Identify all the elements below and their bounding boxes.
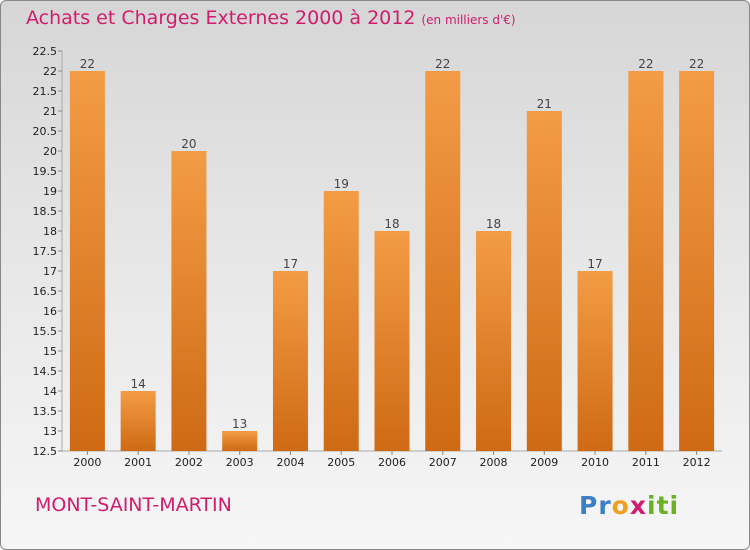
- y-tick-label: 22: [43, 65, 57, 78]
- y-tick-label: 21.5: [33, 85, 58, 98]
- bar-2009: [526, 111, 562, 451]
- x-tick-label: 2011: [632, 456, 660, 469]
- bar-value-label: 21: [537, 97, 552, 111]
- title-text: Achats et Charges Externes 2000 à 2012: [26, 7, 416, 29]
- x-tick-label: 2006: [378, 456, 406, 469]
- bar-2004: [272, 271, 308, 451]
- bar-value-label: 22: [435, 57, 450, 71]
- x-tick-label: 2005: [327, 456, 355, 469]
- bar-value-label: 18: [384, 217, 399, 231]
- x-tick-label: 2009: [530, 456, 558, 469]
- x-tick-label: 2004: [276, 456, 304, 469]
- y-tick-label: 13.5: [33, 405, 58, 418]
- y-tick-label: 14.5: [33, 365, 58, 378]
- logo-letter: P: [579, 491, 599, 520]
- bar-2002: [171, 151, 207, 451]
- x-tick-label: 2010: [581, 456, 609, 469]
- bar-2011: [628, 71, 664, 451]
- bar-value-label: 22: [638, 57, 653, 71]
- bar-value-label: 14: [131, 377, 146, 391]
- bar-2008: [476, 231, 512, 451]
- bar-value-label: 18: [486, 217, 501, 231]
- logo-letter: i: [669, 491, 680, 520]
- y-tick-label: 20: [43, 145, 57, 158]
- bar-2000: [69, 71, 105, 451]
- y-tick-label: 18.5: [33, 205, 58, 218]
- y-tick-label: 15.5: [33, 325, 58, 338]
- unit-label: (en milliers d'€): [421, 13, 516, 27]
- y-tick-label: 19: [43, 185, 57, 198]
- bar-value-label: 22: [689, 57, 704, 71]
- proxiti-logo: Proxiti: [579, 491, 679, 520]
- bar-2001: [120, 391, 156, 451]
- y-tick-label: 15: [43, 345, 57, 358]
- bar-value-label: 17: [587, 257, 602, 271]
- y-tick-label: 12.5: [33, 445, 58, 458]
- x-tick-label: 2001: [124, 456, 152, 469]
- y-tick-label: 19.5: [33, 165, 58, 178]
- y-tick-label: 14: [43, 385, 57, 398]
- y-tick-label: 18: [43, 225, 57, 238]
- logo-letter: t: [656, 491, 670, 520]
- x-tick-label: 2008: [480, 456, 508, 469]
- bar-value-label: 17: [283, 257, 298, 271]
- x-tick-label: 2003: [226, 456, 254, 469]
- y-tick-label: 17.5: [33, 245, 58, 258]
- y-tick-label: 21: [43, 105, 57, 118]
- bar-2007: [425, 71, 461, 451]
- y-tick-label: 22.5: [33, 45, 58, 58]
- bar-value-label: 20: [181, 137, 196, 151]
- y-tick-label: 17: [43, 265, 57, 278]
- bars: 22 14 20 13 17 19 18 22 18 21 17 22 22: [69, 57, 715, 451]
- y-tick-label: 20.5: [33, 125, 58, 138]
- bar-value-label: 22: [80, 57, 95, 71]
- bar-2003: [222, 431, 258, 451]
- x-tick-label: 2012: [683, 456, 711, 469]
- x-tick-label: 2007: [429, 456, 457, 469]
- chart-title: Achats et Charges Externes 2000 à 2012 (e…: [26, 7, 516, 29]
- bar-value-label: 19: [334, 177, 349, 191]
- bar-2010: [577, 271, 613, 451]
- x-tick-label: 2002: [175, 456, 203, 469]
- bar-2012: [679, 71, 715, 451]
- bar-2005: [323, 191, 359, 451]
- y-tick-label: 16.5: [33, 285, 58, 298]
- bar-value-label: 13: [232, 417, 247, 431]
- bar-2006: [374, 231, 410, 451]
- x-tick-label: 2000: [73, 456, 101, 469]
- location-name: MONT-SAINT-MARTIN: [35, 494, 232, 516]
- y-tick-label: 13: [43, 425, 57, 438]
- logo-letter: i: [647, 491, 657, 520]
- logo-letter: x: [629, 491, 647, 520]
- y-tick-label: 16: [43, 305, 57, 318]
- logo-letter: o: [611, 491, 630, 520]
- logo-letter: r: [598, 491, 612, 520]
